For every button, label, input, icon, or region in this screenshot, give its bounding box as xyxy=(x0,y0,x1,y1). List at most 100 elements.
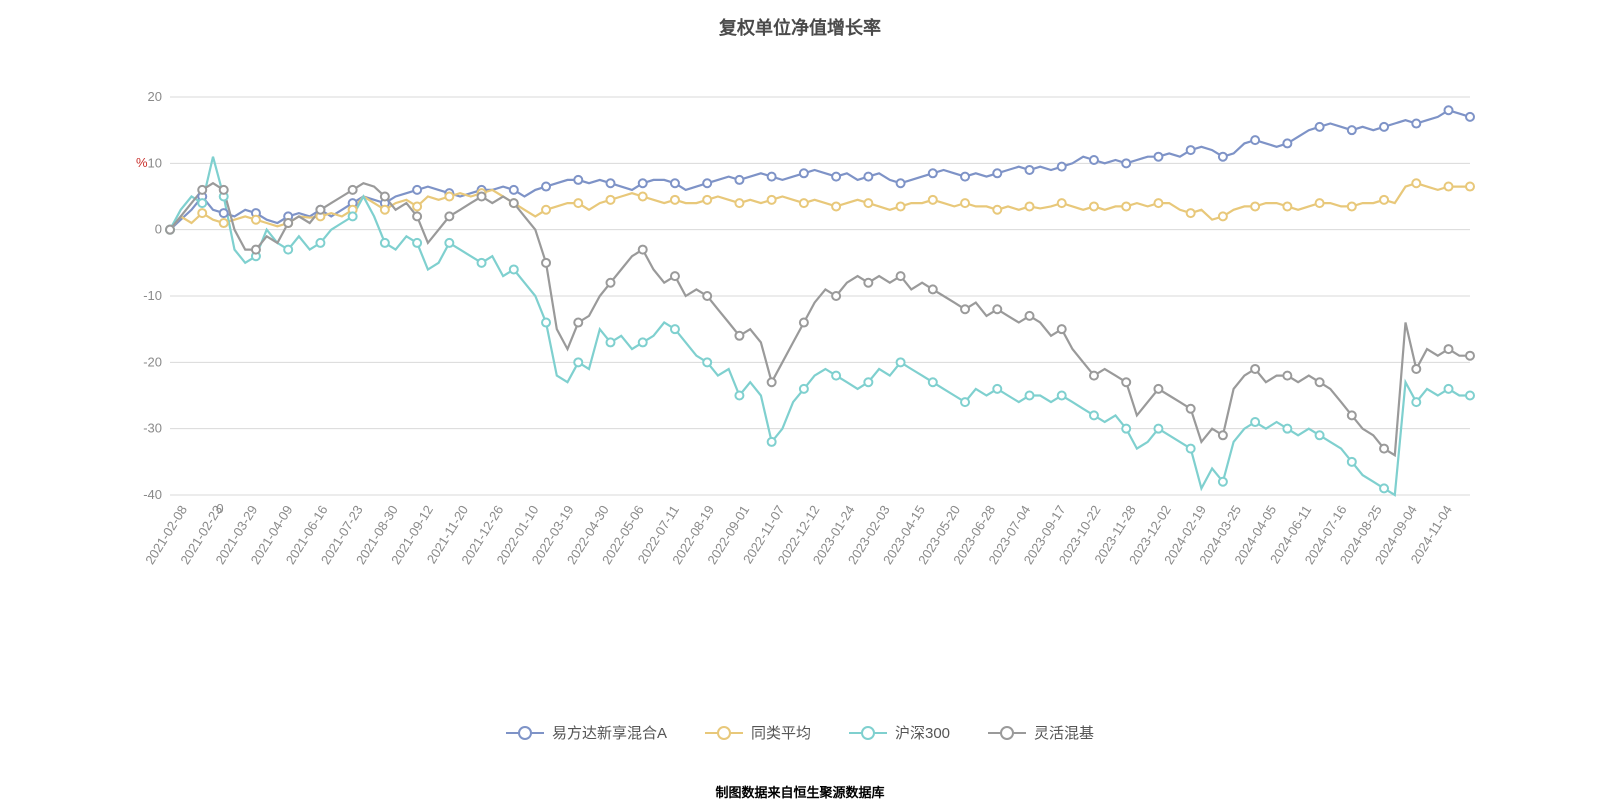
series-marker xyxy=(832,292,840,300)
series-marker xyxy=(961,199,969,207)
svg-text:-40: -40 xyxy=(143,487,162,502)
series-marker xyxy=(961,305,969,313)
series-marker xyxy=(671,272,679,280)
series-marker xyxy=(768,196,776,204)
series-marker xyxy=(198,199,206,207)
series-marker xyxy=(735,392,743,400)
series-marker xyxy=(381,193,389,201)
legend-label: 同类平均 xyxy=(751,722,811,743)
series-marker xyxy=(800,199,808,207)
svg-text:0: 0 xyxy=(155,222,162,237)
series-marker xyxy=(381,239,389,247)
svg-text:10: 10 xyxy=(148,155,162,170)
legend-swatch xyxy=(849,732,887,734)
svg-text:-20: -20 xyxy=(143,354,162,369)
series-marker xyxy=(703,196,711,204)
series-marker xyxy=(542,206,550,214)
series-marker xyxy=(1316,199,1324,207)
series-marker xyxy=(220,209,228,217)
legend-item: 同类平均 xyxy=(705,722,811,743)
series-marker xyxy=(1412,120,1420,128)
series-marker xyxy=(1380,196,1388,204)
series-marker xyxy=(800,169,808,177)
series-marker xyxy=(864,378,872,386)
series-marker xyxy=(1187,445,1195,453)
legend-swatch xyxy=(705,732,743,734)
series-marker xyxy=(1316,431,1324,439)
series-marker xyxy=(864,279,872,287)
series-marker xyxy=(284,246,292,254)
series-marker xyxy=(864,173,872,181)
series-marker xyxy=(768,438,776,446)
series-marker xyxy=(413,239,421,247)
series-marker xyxy=(993,206,1001,214)
svg-text:-10: -10 xyxy=(143,288,162,303)
series-marker xyxy=(478,259,486,267)
series-marker xyxy=(993,305,1001,313)
series-marker xyxy=(1380,445,1388,453)
series-marker xyxy=(606,279,614,287)
series-marker xyxy=(1251,418,1259,426)
series-marker xyxy=(198,209,206,217)
series-marker xyxy=(1283,139,1291,147)
series-marker xyxy=(478,193,486,201)
series-marker xyxy=(445,193,453,201)
series-marker xyxy=(1122,159,1130,167)
series-marker xyxy=(1058,163,1066,171)
series-marker xyxy=(1466,113,1474,121)
series-marker xyxy=(864,199,872,207)
series-marker xyxy=(574,199,582,207)
series-marker xyxy=(639,179,647,187)
series-marker xyxy=(671,179,679,187)
series-marker xyxy=(1466,392,1474,400)
series-marker xyxy=(993,169,1001,177)
series-marker xyxy=(349,186,357,194)
series-marker xyxy=(574,176,582,184)
legend-item: 易方达新享混合A xyxy=(506,722,667,743)
series-marker xyxy=(220,219,228,227)
series-marker xyxy=(574,358,582,366)
series-marker xyxy=(1412,365,1420,373)
series-marker xyxy=(993,385,1001,393)
series-marker xyxy=(897,202,905,210)
series-marker xyxy=(929,169,937,177)
series-marker xyxy=(735,332,743,340)
series-marker xyxy=(735,199,743,207)
legend-label: 灵活混基 xyxy=(1034,722,1094,743)
series-marker xyxy=(166,226,174,234)
series-marker xyxy=(1026,392,1034,400)
series-marker xyxy=(445,212,453,220)
series-marker xyxy=(735,176,743,184)
series-marker xyxy=(639,246,647,254)
series-marker xyxy=(606,179,614,187)
series-line xyxy=(170,183,1470,230)
legend-item: 灵活混基 xyxy=(988,722,1094,743)
series-marker xyxy=(1090,156,1098,164)
series-marker xyxy=(832,372,840,380)
series-line xyxy=(170,157,1470,495)
series-marker xyxy=(542,259,550,267)
series-marker xyxy=(252,246,260,254)
series-marker xyxy=(1445,106,1453,114)
svg-text:20: 20 xyxy=(148,89,162,104)
series-marker xyxy=(1445,345,1453,353)
series-marker xyxy=(929,285,937,293)
series-marker xyxy=(897,272,905,280)
series-marker xyxy=(445,239,453,247)
series-marker xyxy=(703,292,711,300)
series-marker xyxy=(606,338,614,346)
series-marker xyxy=(1058,325,1066,333)
series-marker xyxy=(1219,212,1227,220)
chart-source-footer: 制图数据来自恒生聚源数据库 xyxy=(0,782,1600,801)
series-marker xyxy=(413,186,421,194)
series-marker xyxy=(349,212,357,220)
legend-swatch xyxy=(506,732,544,734)
line-chart: -40-30-20-100102002021-02-082021-02-2320… xyxy=(0,0,1600,800)
series-marker xyxy=(929,196,937,204)
series-marker xyxy=(961,173,969,181)
series-marker xyxy=(800,385,808,393)
series-marker xyxy=(510,199,518,207)
series-marker xyxy=(639,193,647,201)
series-marker xyxy=(1026,202,1034,210)
series-marker xyxy=(542,319,550,327)
